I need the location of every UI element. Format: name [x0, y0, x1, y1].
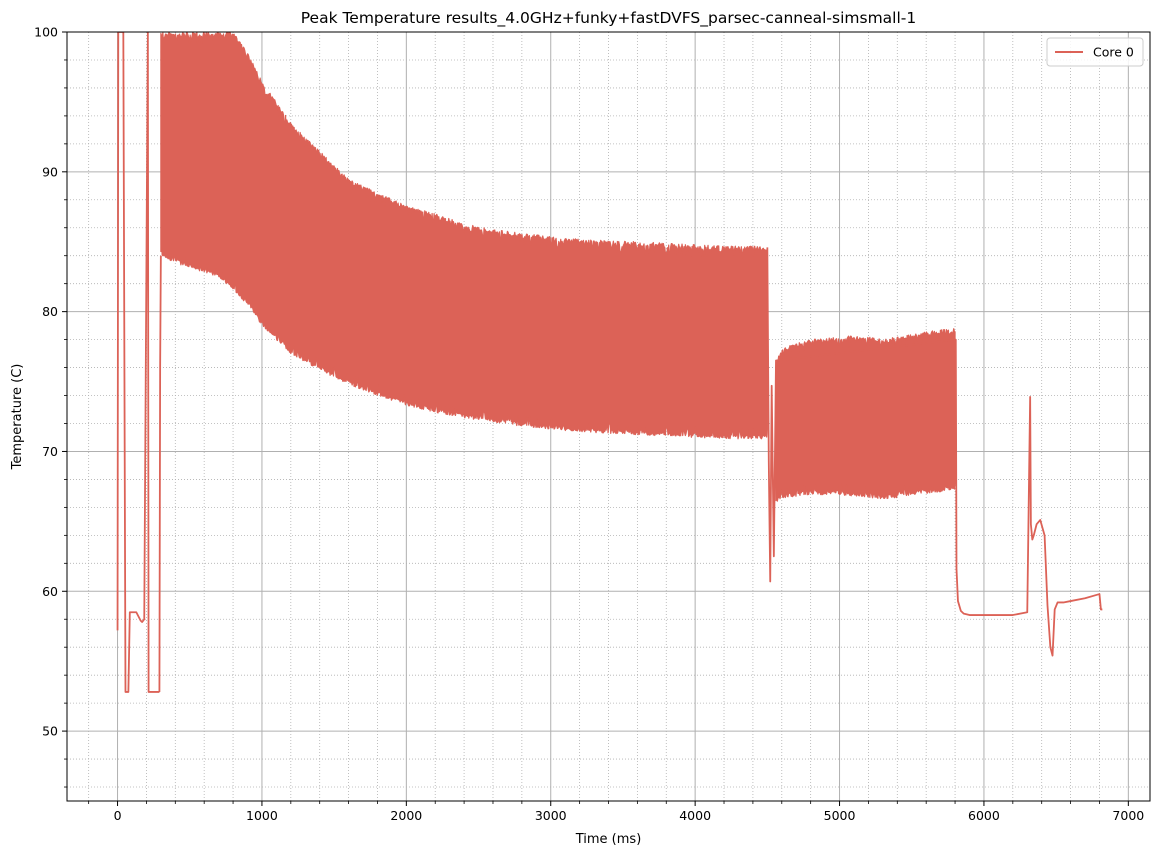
x-axis-ticks: 0 1000 2000 3000 4000 5000 6000 7000: [88, 801, 1144, 823]
x-tick-label: 6000: [968, 808, 1000, 823]
series-line-start: [116, 32, 160, 693]
x-tick-label: 0: [114, 808, 122, 823]
x-tick-label: 1000: [246, 808, 278, 823]
y-tick-label: 80: [42, 304, 58, 319]
series-oscillation-band-1: [775, 328, 956, 502]
x-tick-label: 5000: [824, 808, 856, 823]
x-tick-label: 2000: [390, 808, 422, 823]
x-tick-label: 7000: [1112, 808, 1144, 823]
x-tick-label: 3000: [535, 808, 567, 823]
x-tick-label: 4000: [679, 808, 711, 823]
y-axis-label: Temperature (C): [10, 364, 25, 471]
series-core-0: [116, 32, 1103, 693]
series-line-tail: [766, 247, 1103, 657]
y-tick-label: 50: [42, 724, 58, 739]
y-tick-label: 90: [42, 164, 58, 179]
legend-box: [1046, 37, 1144, 67]
y-axis-ticks: 50 60 70 80 90 100: [34, 25, 67, 788]
series-oscillation-band-0: [160, 32, 768, 440]
y-tick-label: 60: [42, 584, 58, 599]
legend: Core 0: [1046, 37, 1144, 67]
plot-area: [116, 32, 1103, 693]
chart-title: Peak Temperature results_4.0GHz+funky+fa…: [301, 9, 917, 28]
series-line-connector: [158, 255, 162, 692]
legend-label-core-0: Core 0: [1093, 45, 1134, 60]
y-tick-label: 100: [34, 25, 58, 40]
y-tick-label: 70: [42, 444, 58, 459]
x-axis-label: Time (ms): [575, 832, 642, 847]
